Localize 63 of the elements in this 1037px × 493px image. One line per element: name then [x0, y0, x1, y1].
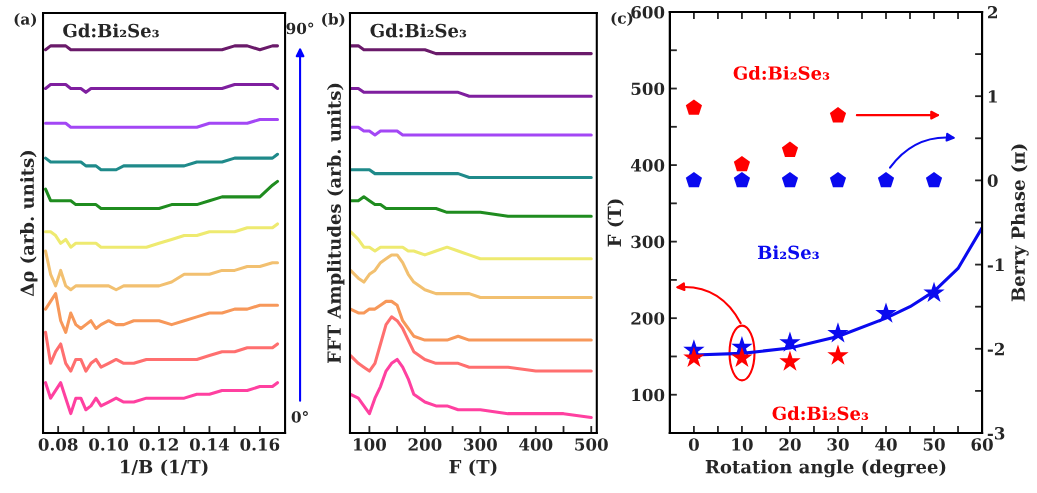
y-axis-title: Δρ (arb. units): [20, 150, 38, 297]
y2-tick-label: -1: [987, 258, 1004, 271]
y-tick-label: 500: [631, 82, 665, 96]
point: [829, 171, 847, 188]
x-tick-label: 0: [688, 438, 699, 451]
x-tick-label: 60: [971, 438, 993, 451]
x-tick-label: 10: [732, 438, 753, 451]
x-tick-label: 30: [827, 438, 849, 451]
y2-axis-title: Berry Phase (π): [1010, 144, 1029, 302]
point: [829, 107, 847, 123]
x-tick-label: 0.10: [89, 438, 129, 451]
y-tick-label: 100: [632, 388, 665, 402]
point: [733, 171, 751, 188]
point: [827, 344, 849, 365]
y-axis-title: FFT Amplitudes (arb. units): [326, 83, 345, 364]
x-tick-label: 40: [875, 438, 897, 451]
y2-tick-label: 1: [988, 90, 997, 103]
chart-title: (c): [611, 11, 633, 26]
point: [685, 171, 702, 188]
chart-title: (a): [14, 12, 37, 27]
text: Gd:Bi₂Se₃: [63, 23, 159, 38]
x-tick-label: 0.16: [240, 438, 280, 451]
text: Gd:Bi₂Se₃: [370, 23, 467, 38]
x-tick-label: 300: [464, 438, 497, 451]
y-tick-label: 600: [631, 5, 665, 19]
text: Gd:Bi₂Se₃: [772, 406, 869, 421]
y-axis-title: F (T): [607, 199, 624, 247]
y2-tick-label: -2: [987, 342, 1004, 356]
y2-tick-label: 0: [987, 174, 998, 187]
point: [781, 171, 799, 188]
y-tick-label: 400: [630, 159, 665, 172]
point: [781, 141, 799, 157]
text: Bi₂Se₃: [757, 245, 819, 260]
y-tick-label: 300: [631, 235, 665, 249]
point: [685, 99, 702, 115]
text: 90°: [286, 22, 314, 35]
point: [779, 331, 801, 352]
x-tick-label: 50: [923, 438, 945, 451]
x-tick-label: 400: [519, 438, 553, 451]
x-axis-title: F (T): [449, 459, 497, 477]
x-tick-label: 100: [354, 438, 387, 451]
x-tick-label: 0.08: [38, 438, 78, 451]
x-axis-title: Rotation angle (degree): [705, 459, 946, 478]
point: [875, 302, 897, 323]
point: [877, 171, 895, 188]
x-tick-label: 20: [779, 438, 801, 451]
x-tick-label: 500: [575, 438, 608, 451]
point: [925, 171, 943, 188]
y2-tick-label: 2: [988, 5, 997, 19]
text: 0°: [291, 411, 308, 423]
y2-tick-label: -3: [987, 426, 1005, 440]
point: [683, 346, 705, 368]
x-tick-label: 200: [408, 438, 442, 451]
point: [827, 322, 849, 343]
series-label: Gd:Bi₂Se₃: [733, 65, 830, 80]
point: [733, 155, 751, 172]
x-axis-title: 1/B (1/T): [121, 459, 208, 477]
point: [923, 281, 945, 302]
chart-title: (b): [322, 12, 345, 27]
x-tick-label: 0.12: [139, 438, 178, 451]
x-tick-label: 0.14: [189, 438, 230, 451]
y-tick-label: 200: [631, 312, 665, 325]
point: [779, 350, 801, 371]
